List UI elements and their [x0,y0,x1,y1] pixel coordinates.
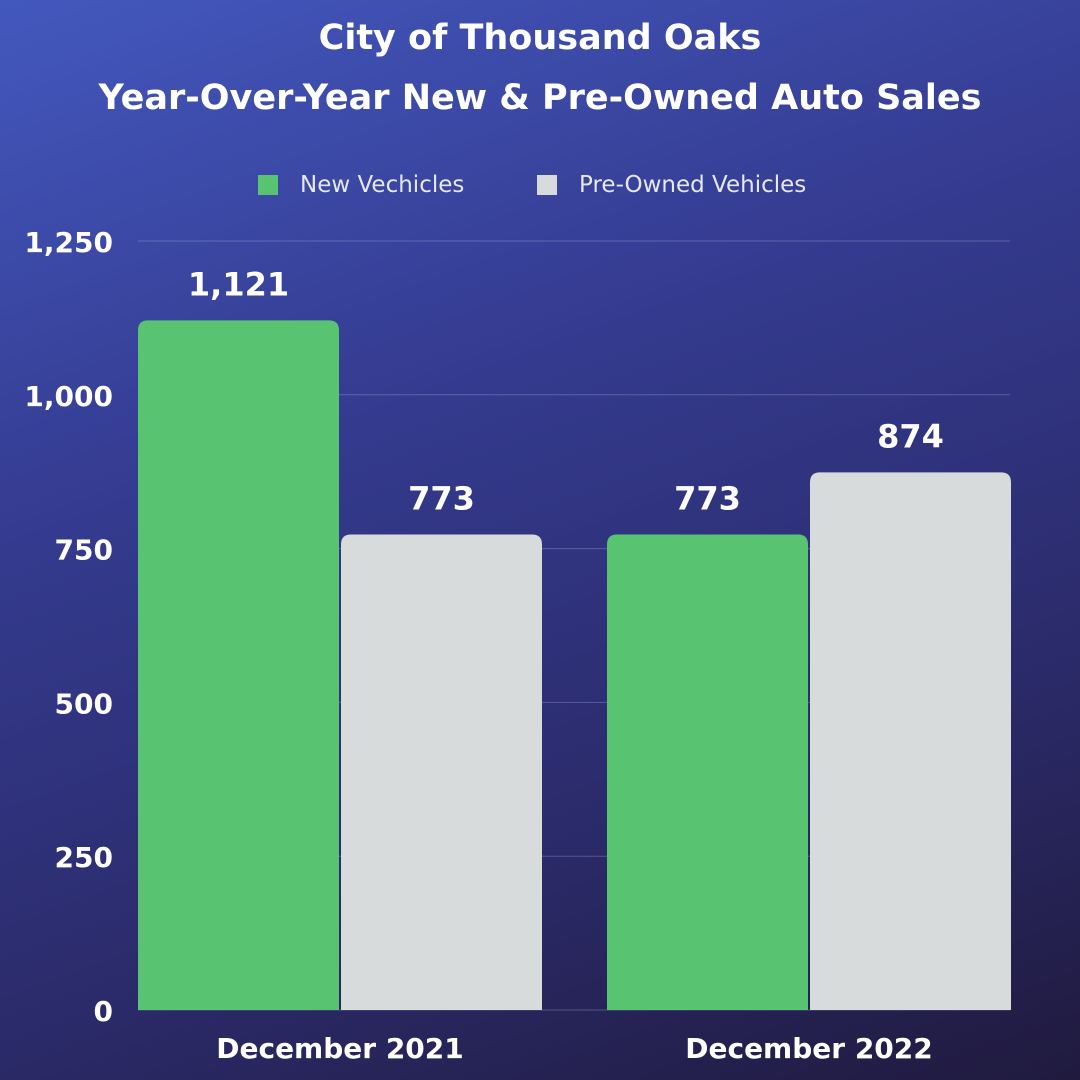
y-tick-label: 500 [55,687,113,720]
legend-item-new: New Vechicles [258,170,464,200]
chart-legend: New Vechicles Pre-Owned Vehicles [0,170,1080,200]
y-tick-label: 1,250 [24,226,113,259]
bar-new-vehicles [607,534,808,1010]
bar-value-label: 874 [877,417,944,455]
bar-new-vehicles [138,320,339,1010]
legend-label-new: New Vechicles [300,172,465,198]
bar-value-label: 1,121 [188,265,289,303]
x-category-label: December 2022 [685,1032,933,1065]
y-tick-label: 250 [55,841,113,874]
x-category-label: December 2021 [216,1032,464,1065]
y-tick-label: 750 [55,534,113,567]
bar-pre-owned-vehicles [810,472,1011,1010]
chart-subtitle: Year-Over-Year New & Pre-Owned Auto Sale… [98,78,982,118]
y-tick-label: 0 [94,995,113,1028]
chart-title: City of Thousand Oaks [318,18,762,58]
legend-swatch-new [258,175,278,195]
bar-value-label: 773 [408,479,475,517]
y-tick-label: 1,000 [24,380,113,413]
bar-value-label: 773 [674,479,741,517]
legend-swatch-pre-owned [537,175,557,195]
legend-label-pre-owned: Pre-Owned Vehicles [579,172,807,198]
legend-item-pre-owned: Pre-Owned Vehicles [537,170,806,200]
bar-pre-owned-vehicles [341,534,542,1010]
